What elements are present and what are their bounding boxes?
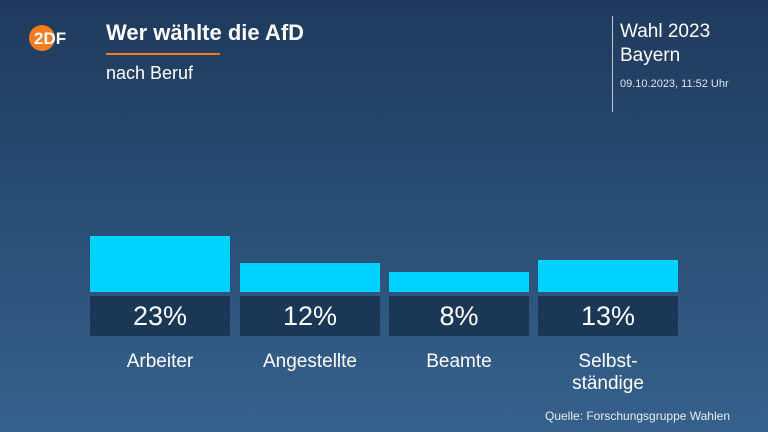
value-box-0: 23% xyxy=(90,296,230,336)
source-note: Quelle: Forschungsgruppe Wahlen xyxy=(545,409,730,423)
timestamp: 09.10.2023, 11:52 Uhr xyxy=(620,78,729,90)
chart-subtitle: nach Beruf xyxy=(106,63,194,83)
value-label-3: 13% xyxy=(580,301,636,331)
value-label-1: 12% xyxy=(282,301,338,331)
zdf-logo: 2DF xyxy=(29,25,66,51)
value-label-0: 23% xyxy=(132,301,188,331)
svg-text:2DF: 2DF xyxy=(34,29,66,48)
value-box-2: 8% xyxy=(389,296,529,336)
chart-title: Wer wählte die AfD xyxy=(106,20,305,45)
bar-0 xyxy=(90,235,230,292)
category-label-2: Beamte xyxy=(426,351,492,372)
header-divider xyxy=(612,16,613,112)
bar-1 xyxy=(240,262,380,292)
category-label-1: Angestellte xyxy=(262,351,357,372)
value-box-1: 12% xyxy=(240,296,380,336)
value-box-3: 13% xyxy=(538,296,678,336)
category-label-0: Arbeiter xyxy=(126,351,194,372)
bar-3 xyxy=(538,260,678,292)
title-underline xyxy=(106,53,220,55)
value-label-2: 8% xyxy=(439,301,479,331)
category-label-3: Selbst- ständige xyxy=(572,351,644,394)
bar-2 xyxy=(389,272,529,292)
election-label: Wahl 2023 Bayern xyxy=(620,21,711,66)
